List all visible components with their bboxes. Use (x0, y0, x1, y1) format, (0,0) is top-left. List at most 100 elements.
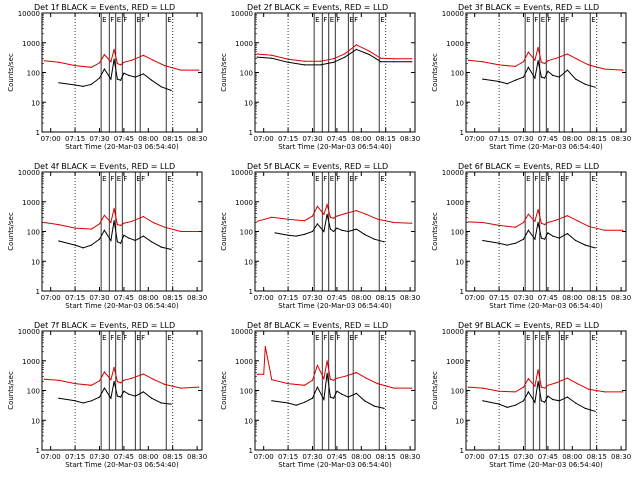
series-lld-point (329, 378, 331, 380)
series-lld-point (180, 69, 182, 71)
series-lld-point (43, 378, 45, 380)
interval-marker-label: E (541, 175, 545, 183)
series-events-point (514, 404, 517, 406)
series-events-point (584, 407, 586, 409)
y-tick-label: 1 (460, 288, 464, 296)
y-tick-label: 10000 (18, 169, 40, 177)
panel-title: Det 5f BLACK = Events, RED = LLD (247, 162, 388, 171)
series-events-point (274, 232, 276, 234)
x-axis-label: Start Time (20-Mar-03 06:54:40) (489, 302, 603, 310)
series-events-point (336, 227, 338, 229)
x-tick-label: 07:15 (65, 135, 85, 143)
series-events-point (287, 61, 289, 63)
series-lld-point (116, 380, 118, 383)
series-events-point (134, 76, 136, 78)
interval-marker-label: E (349, 334, 353, 342)
y-axis-label: Counts/sec (431, 212, 439, 251)
y-tick-label: 1000 (22, 40, 40, 48)
x-tick-label: 08:00 (138, 135, 158, 143)
x-tick-label: 07:45 (538, 135, 558, 143)
x-axis-label: Start Time (20-Mar-03 06:54:40) (65, 143, 179, 151)
series-events-point (116, 241, 118, 243)
x-tick-label: 07:30 (513, 294, 533, 302)
series-lld-point (110, 61, 112, 63)
x-tick-label: 08:00 (351, 453, 371, 461)
series-events-point (482, 78, 484, 80)
series-events-point (537, 60, 539, 62)
series-events-point (90, 244, 92, 246)
y-tick-label: 1000 (22, 199, 40, 207)
series-events-point (142, 391, 144, 393)
x-tick-label: 08:30 (187, 294, 207, 302)
series-events-point (316, 386, 318, 388)
series-events-point (326, 213, 328, 215)
detector-panel-3: Det 3f BLACK = Events, RED = LLD 1 10 100 10… (431, 3, 631, 151)
series-events-point (347, 230, 349, 233)
series-events-point (287, 402, 289, 404)
interval-marker-label: E (591, 334, 595, 342)
series-lld-point (58, 61, 60, 63)
interval-marker-label: E (541, 334, 545, 342)
series-events-point (120, 79, 122, 81)
series-events-point (333, 397, 335, 399)
x-tick-label: 07:15 (489, 135, 509, 143)
interval-marker-label: E (380, 175, 384, 183)
series-events-point (527, 391, 530, 393)
x-tick-label: 07:30 (513, 453, 533, 461)
y-tick-label: 10000 (231, 328, 253, 336)
series-lld-point (411, 387, 413, 389)
y-axis-label: Counts/sec (7, 212, 15, 251)
series-lld-point (164, 65, 166, 67)
interval-marker-label: F (534, 175, 538, 183)
panel-title: Det 1f BLACK = Events, RED = LLD (34, 3, 175, 12)
series-events-point (113, 220, 115, 222)
interval-marker-label: F (354, 16, 358, 24)
series-lld-point (482, 387, 484, 389)
series-lld-point (90, 384, 92, 386)
interval-marker-label: E (526, 334, 530, 342)
interval-marker-label: E (315, 16, 319, 24)
series-events-point (128, 237, 130, 239)
interval-marker-label: E (117, 175, 121, 183)
series-events-point (74, 244, 76, 246)
series-lld-point (142, 215, 144, 218)
x-axis-label: Start Time (20-Mar-03 06:54:40) (489, 143, 603, 151)
series-events-point (134, 239, 136, 242)
series-events-point (170, 89, 172, 91)
series-lld-point (555, 382, 557, 384)
interval-marker-label: F (323, 16, 327, 24)
series-lld-point (320, 60, 322, 62)
series-lld-point (576, 58, 578, 60)
series-events-point (74, 400, 76, 402)
x-tick-label: 07:45 (114, 453, 134, 461)
series-events-point (316, 223, 318, 225)
x-tick-label: 07:45 (327, 453, 347, 461)
y-axis-label: Counts/sec (220, 53, 228, 92)
series-lld-point (256, 220, 258, 222)
interval-marker-label: F (565, 16, 569, 24)
x-tick-label: 08:30 (400, 294, 420, 302)
y-tick-label: 10 (244, 417, 253, 425)
series-events-point (534, 77, 536, 79)
series-lld-point (287, 58, 289, 60)
x-tick-label: 08:30 (187, 453, 207, 461)
interval-marker-label: E (349, 16, 353, 24)
series-lld-point (198, 69, 200, 71)
series-lld-point (467, 221, 469, 223)
series-events-point (380, 61, 382, 63)
x-tick-label: 07:30 (89, 453, 109, 461)
series-events-point (547, 232, 549, 234)
series-lld-point (323, 378, 325, 380)
series-lld-point (622, 229, 624, 231)
series-lld-point (333, 58, 335, 60)
y-tick-label: 1 (36, 129, 40, 137)
series-events-point (566, 396, 569, 398)
series-events-point (552, 74, 554, 76)
panel-title: Det 6f BLACK = Events, RED = LLD (458, 162, 599, 171)
y-tick-label: 100 (27, 70, 40, 78)
series-events-point (303, 401, 305, 403)
interval-marker-label: F (141, 334, 145, 342)
interval-marker-label: F (123, 175, 127, 183)
x-tick-label: 07:15 (278, 294, 298, 302)
interval-marker-label: E (136, 175, 140, 183)
